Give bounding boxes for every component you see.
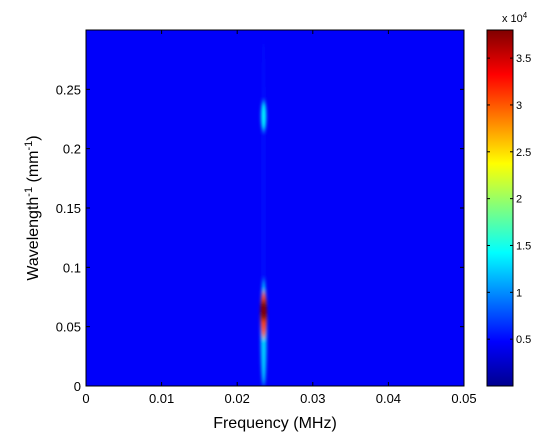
colorbar-tick-label: 1.5 bbox=[516, 240, 531, 252]
heatmap-features bbox=[260, 30, 267, 386]
colorbar-multiplier-exp: 4 bbox=[523, 11, 528, 20]
colorbar: 0.5 1 1.5 2 2.5 3 3.5 x 104 bbox=[486, 11, 531, 387]
colorbar-tick-label: 0.5 bbox=[516, 334, 531, 346]
y-axis-label-unit-prefix: (mm bbox=[25, 150, 42, 186]
y-axis-label-unit-suffix: ) bbox=[25, 135, 42, 140]
y-tick-label: 0.1 bbox=[63, 260, 81, 275]
heatmap-feature bbox=[261, 101, 267, 131]
colorbar-tick-label: 2 bbox=[516, 194, 522, 206]
x-tick-label: 0.05 bbox=[451, 391, 476, 406]
colorbar-frame bbox=[486, 29, 514, 387]
y-tick-label: 0 bbox=[74, 379, 81, 394]
y-axis-label-main: Wavelength bbox=[25, 197, 42, 281]
y-axis-label-unit-superscript: -1 bbox=[23, 141, 35, 151]
colorbar-tick-label: 1 bbox=[516, 287, 522, 299]
y-axis-label: Wavelength-1 (mm-1) bbox=[23, 135, 42, 280]
colorbar-tick-label: 2.5 bbox=[516, 147, 531, 159]
x-axis: 0 0.01 0.02 0.03 0.04 0.05 bbox=[82, 30, 477, 406]
x-tick-label: 0.02 bbox=[225, 391, 250, 406]
colorbar-multiplier-base: x 10 bbox=[502, 13, 523, 25]
heatmap-feature bbox=[260, 300, 267, 321]
heatmap-plot bbox=[85, 29, 465, 387]
colorbar-tick-label: 3.5 bbox=[516, 53, 531, 65]
x-tick-label: 0.04 bbox=[376, 391, 401, 406]
x-tick-label: 0.03 bbox=[300, 391, 325, 406]
colorbar-ticks: 0.5 1 1.5 2 2.5 3 3.5 bbox=[487, 53, 531, 346]
y-axis: 0 0.05 0.1 0.15 0.2 0.25 bbox=[56, 82, 464, 394]
colorbar-gradient bbox=[487, 30, 513, 386]
y-axis-label-superscript: -1 bbox=[23, 187, 35, 197]
x-tick-label: 0.01 bbox=[149, 391, 174, 406]
colorbar-multiplier: x 104 bbox=[502, 11, 528, 26]
y-tick-label: 0.05 bbox=[56, 320, 81, 335]
x-tick-label: 0 bbox=[82, 391, 89, 406]
colorbar-tick-label: 3 bbox=[516, 100, 522, 112]
y-tick-label: 0.15 bbox=[56, 201, 81, 216]
y-tick-label: 0.25 bbox=[56, 82, 81, 97]
y-tick-label: 0.2 bbox=[63, 142, 81, 157]
heatmap-background bbox=[86, 30, 464, 386]
x-axis-label: Frequency (MHz) bbox=[213, 415, 337, 432]
